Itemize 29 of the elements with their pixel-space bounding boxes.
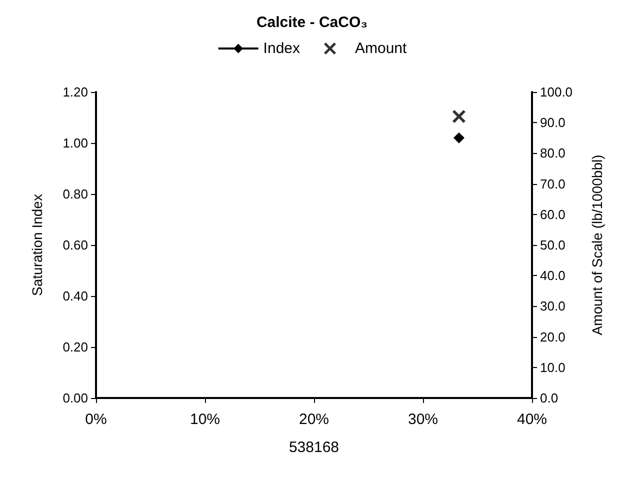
y-tick-label: 0.20 [62, 340, 88, 354]
x-tick-label: 30% [408, 411, 438, 428]
y2-tick-label: 60.0 [540, 206, 566, 222]
y2-tick-label: 70.0 [540, 176, 566, 192]
y-tick-label: 0.00 [62, 390, 88, 406]
y-tick-label: 0.60 [62, 238, 88, 252]
y2-tick-label: 80.0 [540, 146, 566, 161]
y-axis-title: Saturation Index [29, 194, 45, 296]
y-tick-label: 0.80 [62, 186, 88, 202]
chart-title: Calcite - CaCO₃ [256, 14, 368, 31]
y2-tick-label: 50.0 [540, 238, 566, 252]
y-tick-label: 1.20 [62, 84, 88, 100]
x-tick-label: 10% [190, 411, 220, 428]
y2-tick-label: 0.0 [540, 390, 558, 406]
x-axis-title: 538168 [288, 439, 340, 456]
y2-tick-label: 10.0 [540, 360, 566, 375]
y-tick-label: 1.00 [62, 136, 88, 150]
legend-label: Amount [355, 40, 408, 57]
x-tick-label: 40% [516, 411, 548, 428]
y2-tick-label: 100.0 [540, 84, 573, 100]
x-tick-label: 0% [85, 411, 107, 428]
y-tick-label: 0.40 [62, 288, 88, 304]
y2-tick-label: 90.0 [540, 115, 566, 130]
y2-axis-title: Amount of Scale (lb/1000bbl) [589, 154, 605, 336]
y2-tick-label: 20.0 [540, 329, 566, 344]
legend-label: Index [263, 40, 300, 57]
x-tick-label: 20% [298, 411, 330, 428]
y2-tick-label: 40.0 [540, 268, 566, 284]
y2-tick-label: 30.0 [540, 298, 566, 314]
